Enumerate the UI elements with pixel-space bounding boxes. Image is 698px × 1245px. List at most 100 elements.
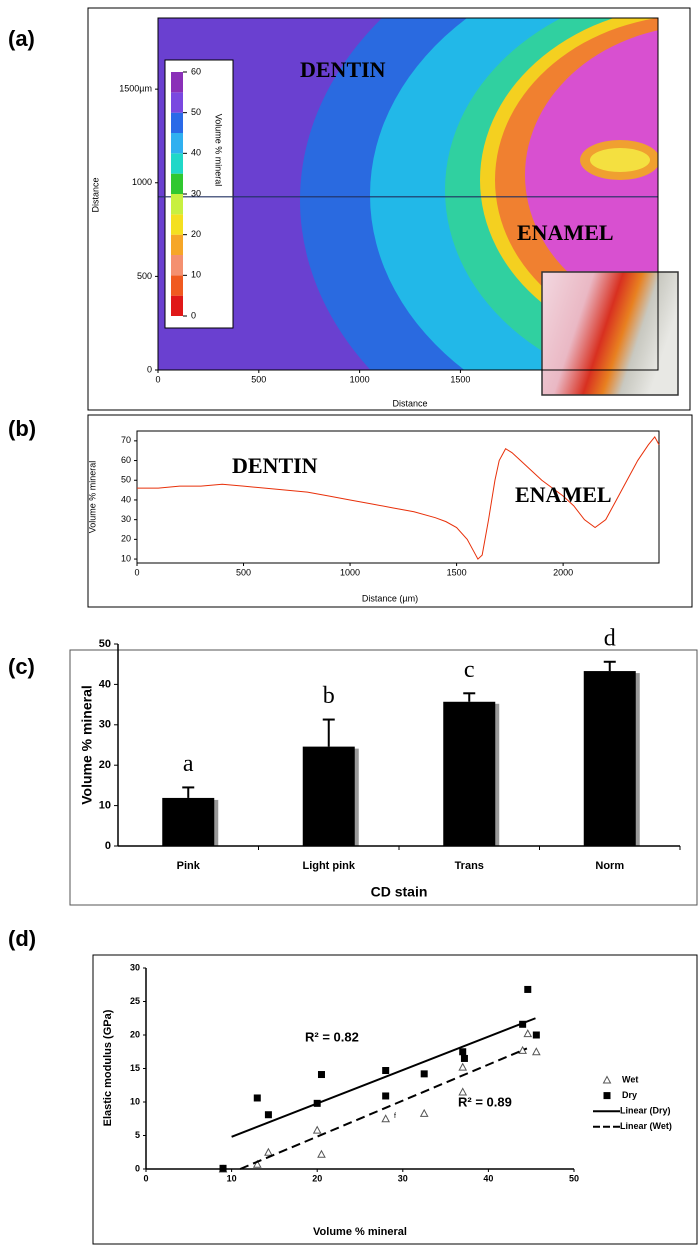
annotation: DENTIN — [232, 453, 318, 478]
panel-frame — [87, 414, 693, 608]
colorbar-swatch — [171, 92, 183, 113]
colorbar-tick-label: 10 — [191, 270, 201, 280]
y-tick-label: 60 — [121, 455, 131, 465]
x-tick-label: 500 — [236, 568, 251, 578]
x-tick-label: 1500 — [450, 375, 470, 385]
point — [312, 1125, 322, 1134]
x-axis-label: Distance (µm) — [362, 593, 418, 603]
panel-label: (d) — [8, 926, 36, 951]
colorbar-tick-label: 0 — [191, 310, 196, 320]
bar-annotation: b — [323, 683, 335, 709]
colorbar-swatch — [171, 153, 183, 174]
point — [317, 1071, 325, 1079]
panel-label: (c) — [8, 654, 35, 679]
point — [531, 1047, 541, 1056]
point — [420, 1070, 428, 1078]
y-axis-label: Volume % mineral — [87, 461, 97, 534]
point — [419, 1108, 429, 1117]
y-tick-label: 500 — [137, 271, 152, 281]
annotation: ENAMEL — [515, 482, 612, 507]
inset-photo — [541, 271, 679, 396]
y-tick-label: 1500µm — [119, 84, 152, 94]
y-tick-label: 30 — [121, 514, 131, 524]
colorbar-tick-label: 60 — [191, 66, 201, 76]
x-tick-label: Pink — [177, 860, 201, 872]
colorbar-label: Volume % mineral — [214, 114, 224, 187]
panel-frame — [92, 954, 698, 1245]
bar — [302, 746, 355, 846]
y-axis-label: Volume % mineral — [79, 685, 95, 805]
x-axis-label: Volume % mineral — [313, 1226, 407, 1238]
x-axis-label: Distance — [392, 398, 427, 408]
fit-line — [231, 1017, 536, 1138]
bar — [583, 671, 636, 846]
annotation: f — [394, 1113, 396, 1120]
colorbar-swatch — [171, 72, 183, 93]
legend-marker — [603, 1092, 611, 1100]
bar-annotation: d — [604, 625, 616, 651]
y-tick-label: 20 — [99, 759, 111, 771]
y-tick-label: 20 — [130, 1029, 140, 1039]
x-tick-label: 1000 — [340, 568, 360, 578]
x-tick-label: 0 — [143, 1174, 148, 1184]
x-tick-label: Light pink — [302, 860, 355, 872]
point — [382, 1067, 390, 1075]
point — [524, 985, 532, 993]
y-axis-label: Distance — [90, 177, 100, 212]
y-tick-label: 50 — [121, 475, 131, 485]
x-tick-label: 50 — [569, 1174, 579, 1184]
point — [459, 1048, 467, 1056]
point — [264, 1111, 272, 1119]
y-tick-label: 0 — [147, 364, 152, 374]
x-tick-label: 30 — [398, 1174, 408, 1184]
colorbar-tick-label: 30 — [191, 188, 201, 198]
x-tick-label: 10 — [227, 1174, 237, 1184]
point — [264, 1147, 273, 1156]
y-tick-label: 25 — [130, 996, 140, 1006]
x-tick-label: 1000 — [350, 375, 370, 385]
x-tick-label: 500 — [251, 375, 266, 385]
x-tick-label: 0 — [155, 375, 160, 385]
colorbar-swatch — [171, 255, 183, 276]
y-tick-label: 1000 — [132, 177, 152, 187]
x-tick-label: 1500 — [447, 568, 467, 578]
point — [460, 1054, 468, 1062]
y-tick-label: 0 — [105, 840, 111, 852]
legend-label: Dry — [622, 1090, 637, 1100]
point — [253, 1094, 261, 1102]
colorbar-swatch — [171, 275, 183, 296]
bar — [443, 701, 496, 846]
y-tick-label: 70 — [121, 435, 131, 445]
legend-label: Linear (Wet) — [620, 1121, 672, 1131]
x-tick-label: 2000 — [553, 568, 573, 578]
y-tick-label: 40 — [99, 678, 111, 690]
bar — [162, 797, 215, 846]
x-tick-label: Trans — [455, 860, 484, 872]
bar-annotation: c — [464, 657, 475, 683]
point — [381, 1114, 391, 1123]
y-tick-label: 30 — [99, 719, 111, 731]
colorbar-swatch — [171, 234, 183, 255]
legend-label: Wet — [622, 1074, 638, 1084]
point — [458, 1087, 468, 1096]
colorbar-swatch — [171, 112, 183, 133]
x-tick-label: 0 — [134, 568, 139, 578]
colorbar-swatch — [171, 133, 183, 154]
panel-frame — [69, 649, 698, 906]
plot-frame — [157, 17, 659, 371]
colorbar-swatch — [171, 214, 183, 235]
bar-annotation: a — [183, 751, 194, 777]
heatmap-image — [158, 18, 658, 370]
colorbar-swatch — [171, 194, 183, 215]
colorbar-swatch — [171, 173, 183, 194]
point — [252, 1159, 262, 1168]
point — [219, 1164, 227, 1172]
x-tick-label: 20 — [312, 1174, 322, 1184]
x-tick-label: 40 — [483, 1174, 493, 1184]
y-axis-label: Elastic modulus (GPa) — [102, 1009, 114, 1126]
y-tick-label: 40 — [121, 494, 131, 504]
profile-line — [137, 436, 660, 560]
annotation: R² = 0.89 — [458, 1094, 512, 1109]
point — [317, 1149, 326, 1158]
